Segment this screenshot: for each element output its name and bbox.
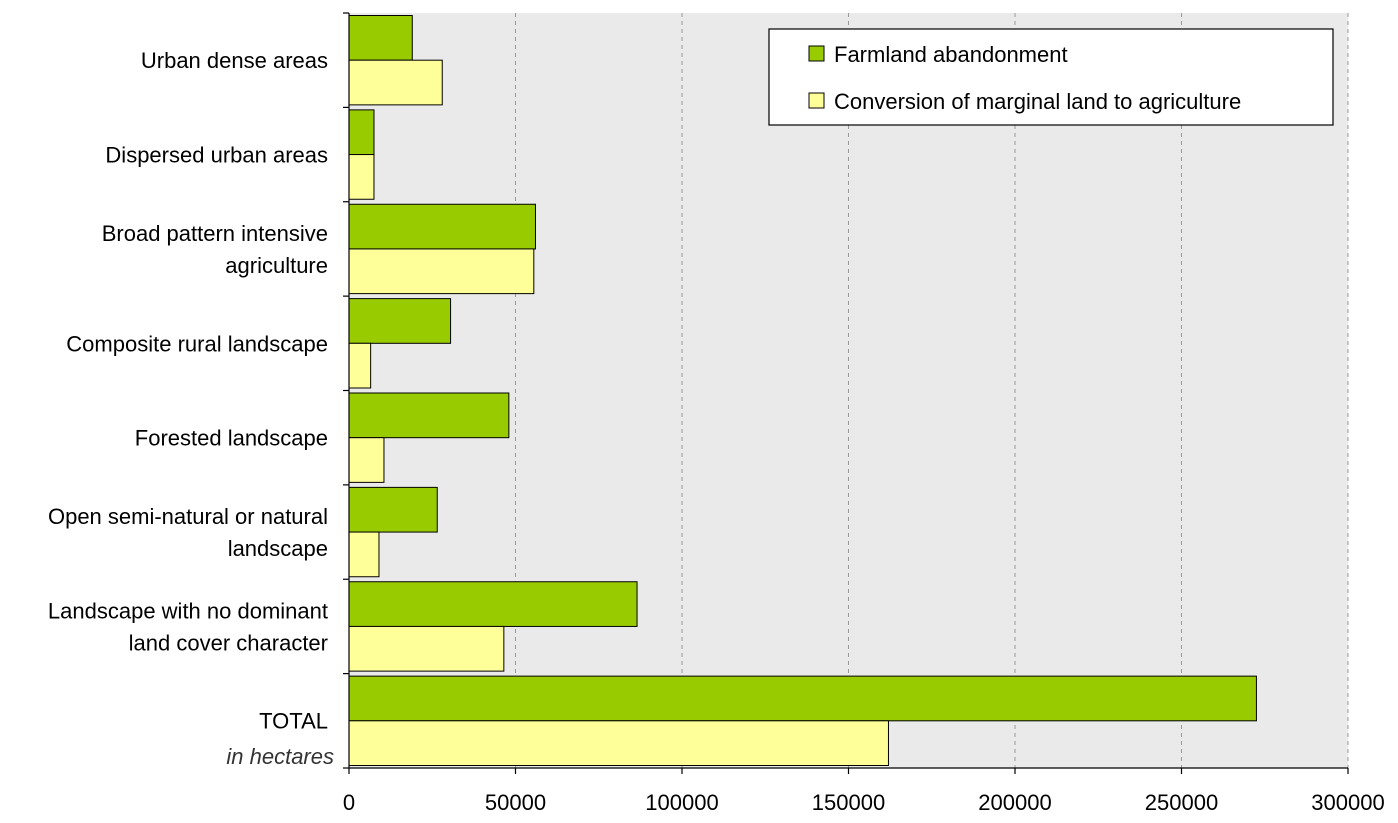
category-label: Urban dense areas — [141, 48, 328, 73]
category-label: agriculture — [225, 253, 328, 278]
unit-label: in hectares — [226, 744, 334, 769]
bar — [348, 248, 535, 295]
x-tick-label: 50000 — [485, 790, 546, 815]
category-label: Composite rural landscape — [66, 331, 328, 356]
legend-swatch-farmland — [808, 45, 825, 62]
x-tick-label: 250000 — [1145, 790, 1218, 815]
legend-box — [768, 28, 1334, 126]
bar — [348, 109, 375, 156]
legend: Farmland abandonment Conversion of margi… — [768, 28, 1334, 126]
bar — [348, 675, 1257, 722]
legend-swatch-conversion — [808, 92, 825, 109]
category-label: Dispersed urban areas — [105, 143, 328, 168]
gridlines — [515, 13, 1349, 768]
legend-label-farmland: Farmland abandonment — [834, 42, 1068, 67]
category-label: TOTAL — [259, 709, 328, 734]
bar — [348, 392, 510, 439]
bar — [348, 342, 372, 389]
category-labels: Urban dense areas Dispersed urban areas Br… — [48, 48, 328, 733]
axes — [343, 12, 1349, 774]
bar — [348, 625, 505, 672]
category-label: landscape — [228, 536, 328, 561]
bar — [348, 720, 889, 766]
category-label: Open semi-natural or natural — [48, 504, 328, 529]
category-label: land cover character — [129, 630, 328, 655]
bar — [348, 154, 375, 200]
bar — [348, 531, 380, 578]
bar — [348, 59, 443, 106]
category-label: Broad pattern intensive — [102, 221, 328, 246]
x-tick-label: 100000 — [645, 790, 718, 815]
x-tick-label: 0 — [343, 790, 355, 815]
legend-label-conversion: Conversion of marginal land to agricultu… — [834, 89, 1241, 114]
bar — [348, 437, 385, 483]
category-label: Forested landscape — [135, 426, 328, 451]
x-tick-label: 200000 — [978, 790, 1051, 815]
bar — [348, 298, 452, 344]
bar — [348, 15, 413, 61]
x-tick-labels: 0 50000 100000 150000 200000 250000 300000 — [343, 790, 1385, 815]
x-tick-label: 300000 — [1311, 790, 1384, 815]
x-tick-label: 150000 — [812, 790, 885, 815]
category-label: Landscape with no dominant — [48, 598, 328, 623]
bar — [348, 581, 638, 627]
bars — [348, 15, 1257, 766]
bar — [348, 203, 536, 250]
bar — [348, 486, 438, 533]
